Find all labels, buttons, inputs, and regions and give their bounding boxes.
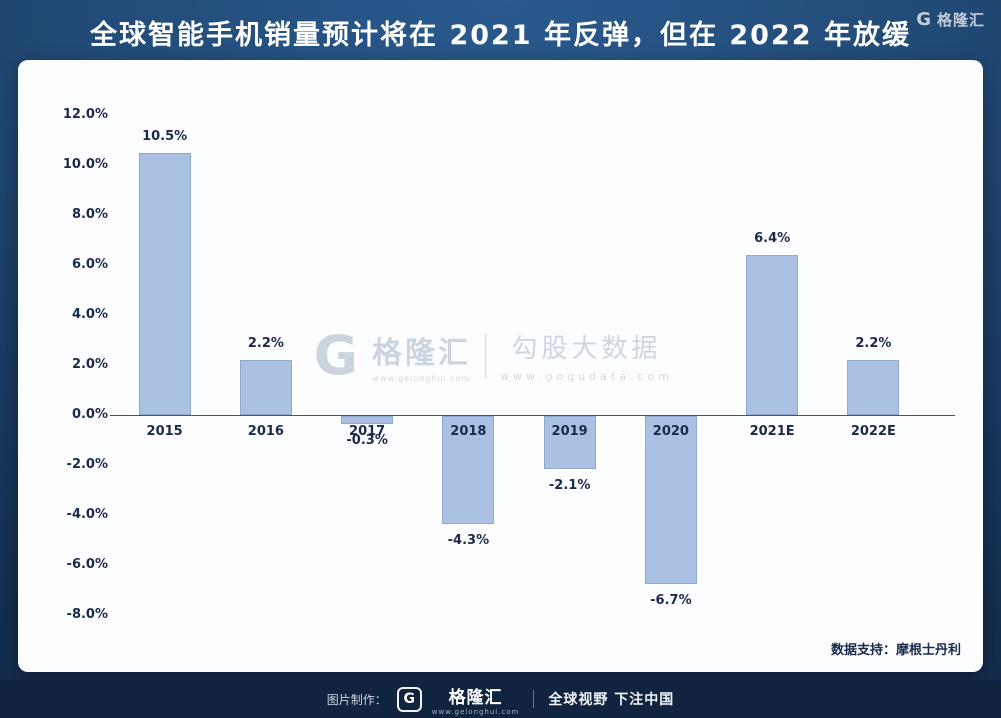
- category-label: 2022E: [850, 424, 896, 439]
- y-axis-tick-label: 6.0%: [71, 257, 108, 272]
- y-axis-tick-label: 10.0%: [62, 157, 108, 172]
- value-label: -6.7%: [650, 592, 692, 608]
- bar-2019: [543, 416, 596, 469]
- bar-2020: [644, 416, 697, 584]
- gelonghui-logo-icon: G: [396, 686, 422, 712]
- footer-right-brand: 格隆汇: [936, 10, 985, 29]
- footer-brand-url: www.gelonghui.com: [431, 707, 520, 716]
- page-title: 全球智能手机销量预计将在 2021 年反弹，但在 2022 年放缓: [90, 20, 911, 51]
- footer-divider: [533, 690, 535, 708]
- bar-2021E: [746, 255, 799, 415]
- category-label: 2017: [349, 424, 386, 439]
- y-axis-tick-label: -2.0%: [66, 457, 108, 472]
- y-axis-tick-label: 8.0%: [71, 207, 108, 222]
- gelonghui-logo-icon: G: [313, 323, 359, 387]
- bar-2022E: [847, 360, 900, 415]
- bar-2016: [239, 360, 292, 415]
- zero-axis-line: [110, 415, 955, 416]
- watermark-brand: 格隆汇: [372, 336, 472, 371]
- bar-2017: [341, 416, 394, 424]
- value-label: 2.2%: [855, 336, 892, 351]
- footer-slogan: 全球视野 下注中国: [548, 692, 675, 708]
- plot-area: 2015 10.5% 2016 2.2% 2017 -0.3% 2018 -4.3% 2019 -…: [110, 115, 955, 615]
- category-label: 2020: [652, 424, 689, 439]
- watermark-brand-url: www.gelonghui.com: [372, 374, 471, 383]
- bar-2015: [138, 152, 191, 415]
- value-label: 6.4%: [754, 231, 791, 246]
- y-axis: 12.0% 10.0% 8.0% 6.0% 4.0% 2.0% 0.0% -2.0% -4.0%…: [32, 107, 108, 622]
- value-label: -0.3%: [346, 432, 388, 448]
- y-axis-tick-label: 2.0%: [71, 357, 108, 372]
- y-axis-tick-label: -6.0%: [66, 557, 108, 572]
- bar-2018: [442, 416, 495, 524]
- data-source-note: 数据支持：摩根士丹利: [830, 643, 961, 658]
- value-label: 2.2%: [247, 336, 284, 351]
- watermark-product-url: www.gogudata.com: [500, 370, 673, 383]
- gelonghui-logo-icon: G: [916, 8, 931, 30]
- y-axis-tick-label: -8.0%: [66, 607, 108, 622]
- watermark-product-block: 勾股大数据 www.gogudata.com: [500, 328, 673, 383]
- chart-card: G 格隆汇 www.gelonghui.com 勾股大数据 www.goguda…: [18, 60, 983, 672]
- value-label: -4.3%: [447, 532, 490, 548]
- value-label: 10.5%: [142, 128, 188, 144]
- watermark-brand-block: 格隆汇 www.gelonghui.com: [372, 328, 471, 383]
- footer-right-logo: G 格隆汇: [916, 0, 985, 38]
- y-axis-tick-label: -4.0%: [66, 507, 108, 522]
- value-label: -2.1%: [548, 477, 591, 493]
- category-label: 2021E: [749, 424, 795, 439]
- category-label: 2018: [450, 424, 487, 439]
- watermark-product: 勾股大数据: [511, 334, 662, 364]
- category-label: 2015: [146, 424, 183, 439]
- y-axis-tick-label: 0.0%: [71, 407, 108, 422]
- category-label: 2019: [551, 424, 588, 439]
- footer-made-by-label: 图片制作：: [326, 692, 387, 707]
- footer-bar: 图片制作： G 格隆汇 www.gelonghui.com 全球视野 下注中国: [0, 680, 1001, 718]
- y-axis-tick-label: 4.0%: [71, 307, 108, 322]
- watermark: G 格隆汇 www.gelonghui.com 勾股大数据 www.goguda…: [314, 328, 673, 383]
- footer-brand-block: 格隆汇 www.gelonghui.com: [432, 683, 520, 716]
- y-axis-tick-label: 12.0%: [62, 107, 108, 122]
- footer-brand: 格隆汇: [448, 687, 503, 708]
- watermark-divider: [485, 332, 487, 379]
- category-label: 2016: [247, 424, 284, 439]
